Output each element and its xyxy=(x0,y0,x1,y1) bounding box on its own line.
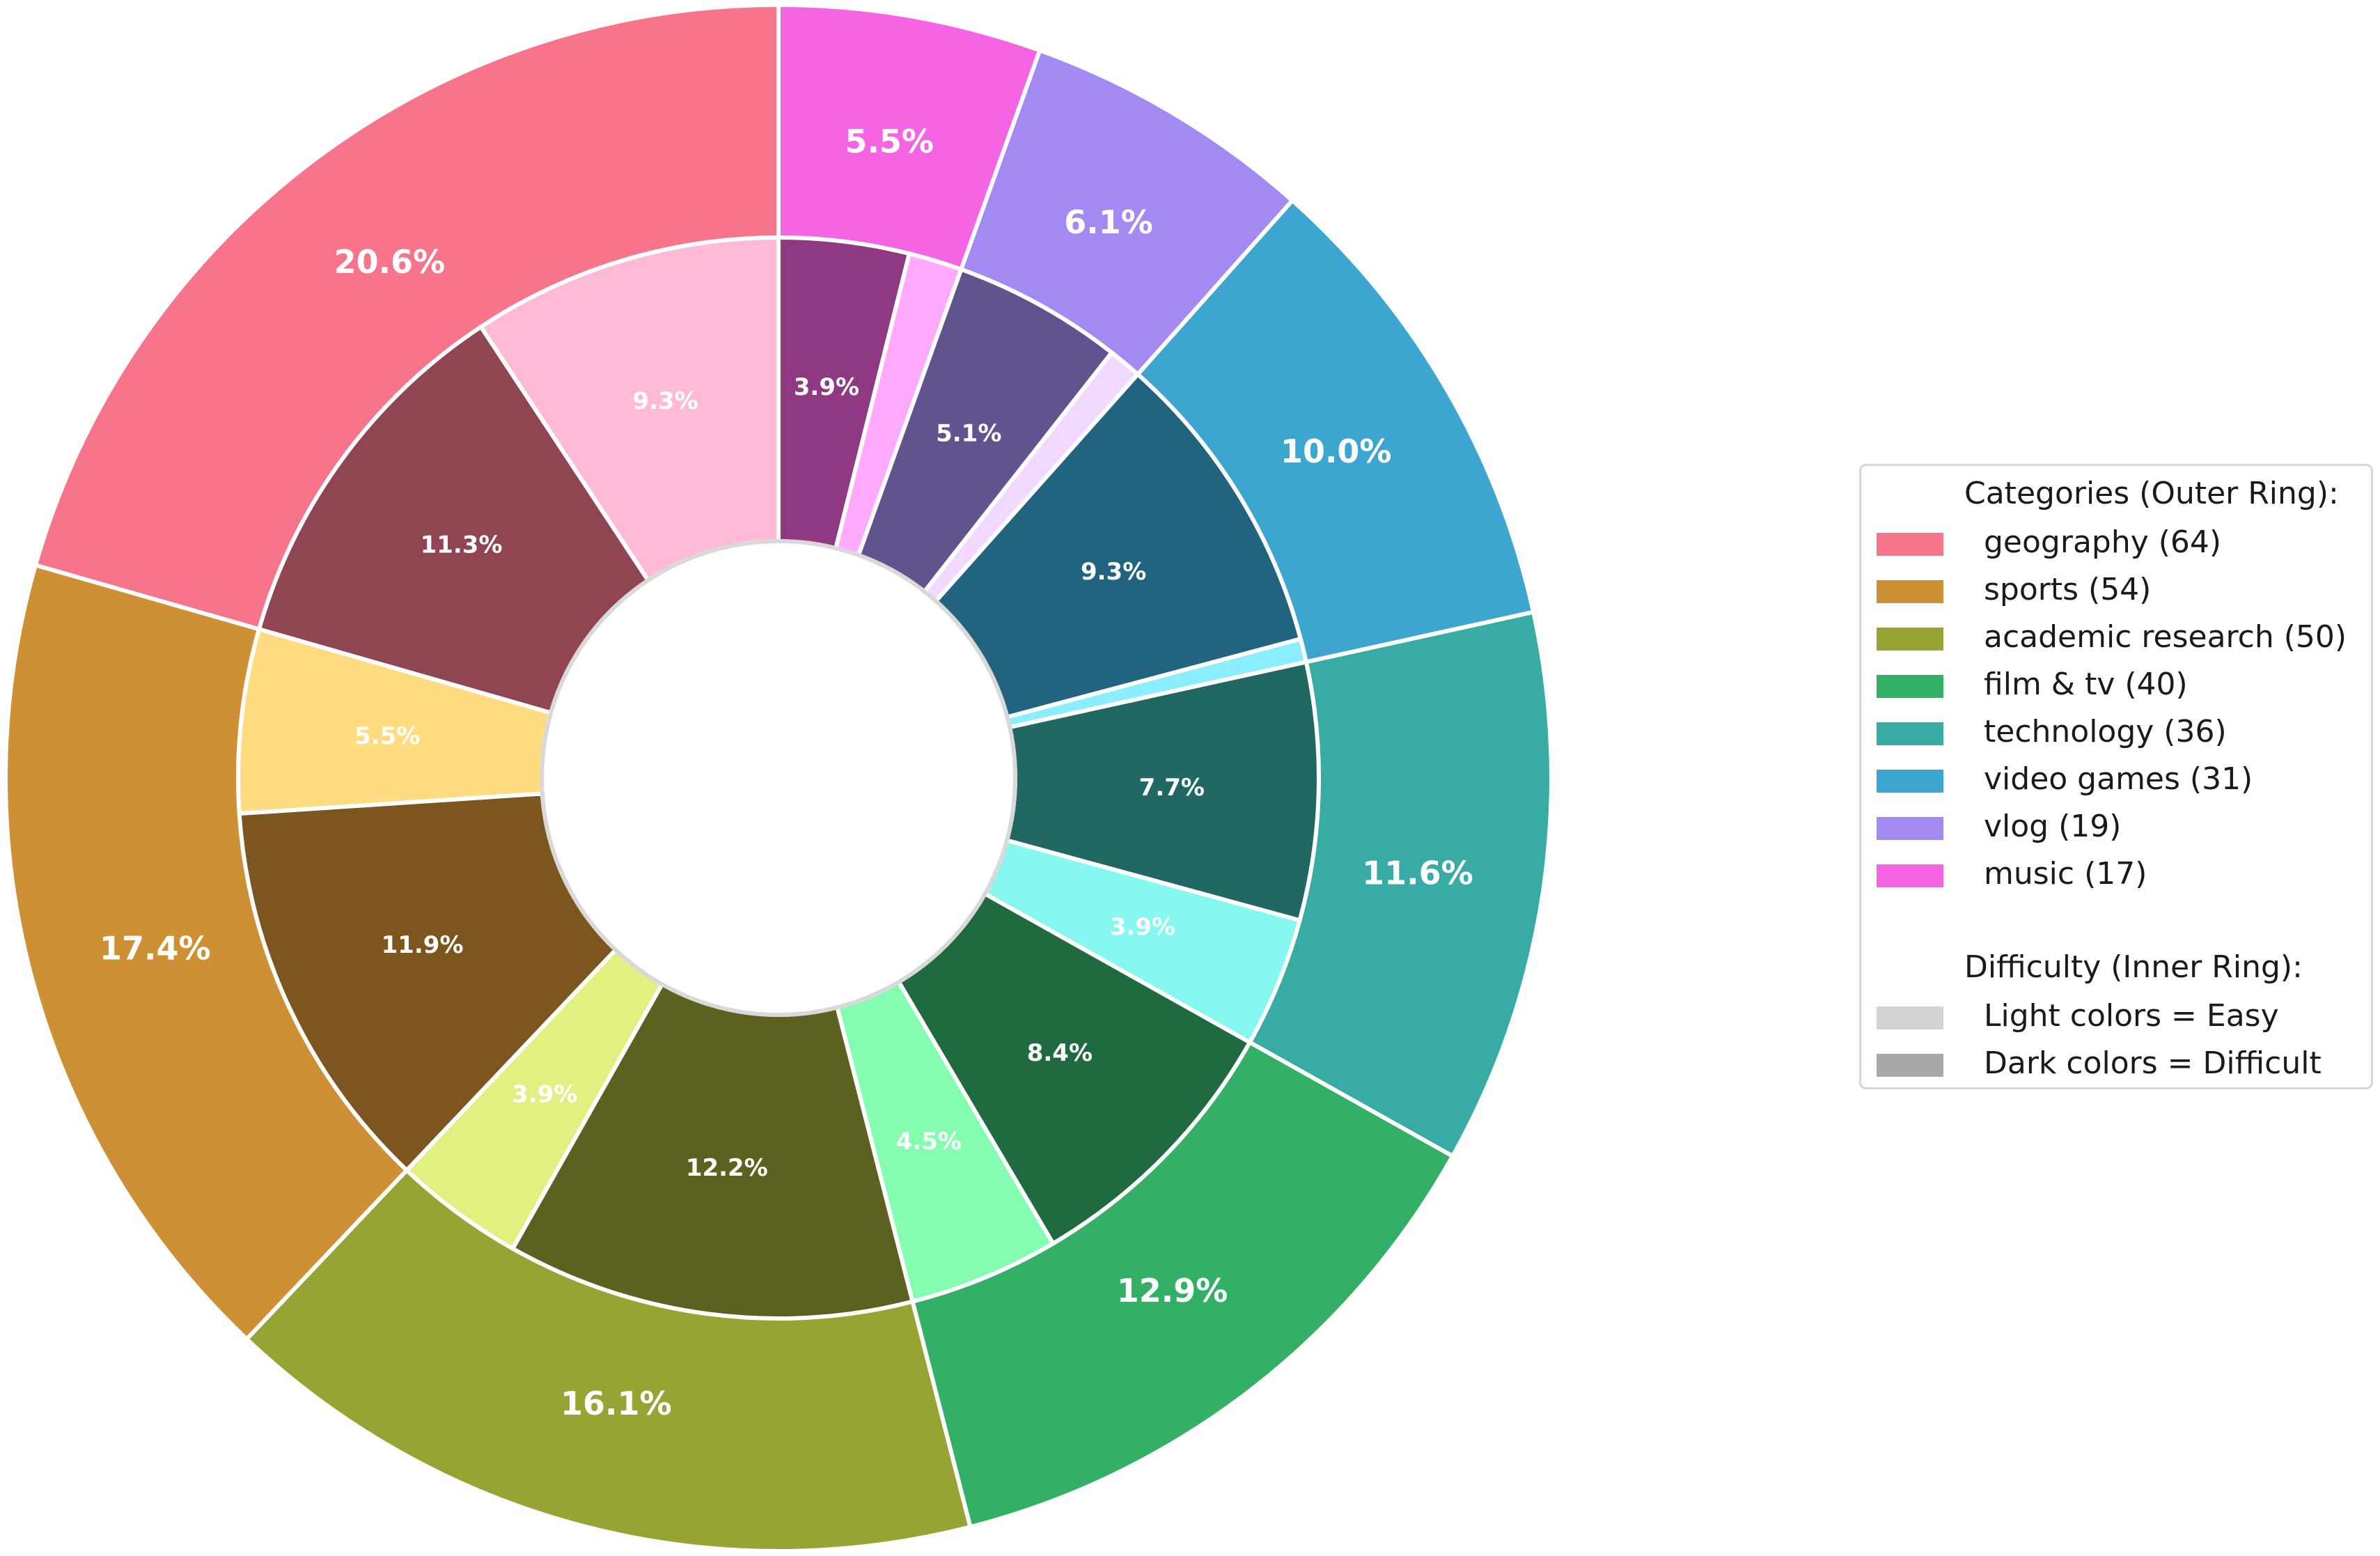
inner-slice-sports-difficult-label: 11.9% xyxy=(382,931,464,959)
legend-category-entry-vlog-19: vlog (19) xyxy=(1861,809,2371,843)
legend-difficulty-entry-dark-colors-difficult: Dark colors = Difficult xyxy=(1861,1045,2371,1080)
center-hole xyxy=(540,539,1017,1017)
legend-swatch xyxy=(1877,770,1943,793)
legend-swatch xyxy=(1877,675,1943,698)
outer-slice-vlog-label: 6.1% xyxy=(1064,203,1153,241)
outer-slice-academic-research-label: 16.1% xyxy=(561,1385,672,1422)
legend-label: geography (64) xyxy=(1984,524,2222,560)
legend-category-entry-music-17: music (17) xyxy=(1861,856,2371,891)
legend-label: film & tv (40) xyxy=(1984,667,2188,702)
legend-category-entry-sports-54: sports (54) xyxy=(1861,572,2371,607)
slice-labels: 5.5% 6.1% 10.0% 11.6% 12.9% 16.1% 17.4% 20.6% 3.… xyxy=(100,123,1473,1422)
outer-slice-video-games-label: 10.0% xyxy=(1281,433,1392,470)
outer-slice-geography-label: 20.6% xyxy=(334,243,446,281)
inner-slice-technology-easy-label: 3.9% xyxy=(1110,913,1175,941)
legend-category-entry-film-tv-40: film & tv (40) xyxy=(1861,667,2371,701)
legend-swatch xyxy=(1877,722,1943,745)
legend-swatch xyxy=(1877,1054,1943,1077)
legend-label: Dark colors = Difficult xyxy=(1984,1045,2322,1081)
inner-slice-video-games-difficult-label: 9.3% xyxy=(1081,558,1146,586)
outer-slice-technology-label: 11.6% xyxy=(1362,854,1473,892)
legend-label: Light colors = Easy xyxy=(1984,998,2279,1034)
legend-swatch xyxy=(1877,817,1943,840)
legend: Categories (Outer Ring): geography (64) s… xyxy=(1859,464,2373,1089)
legend-category-entry-video-games-31: video games (31) xyxy=(1861,761,2371,796)
legend-swatch xyxy=(1877,1006,1943,1029)
inner-slice-geography-difficult-label: 11.3% xyxy=(421,531,503,559)
inner-slice-technology-difficult-label: 7.7% xyxy=(1139,774,1205,802)
outer-slice-film-tv-label: 12.9% xyxy=(1117,1272,1228,1309)
legend-difficulty-entry-light-colors-easy: Light colors = Easy xyxy=(1861,998,2371,1033)
inner-slice-film-tv-easy-label: 4.5% xyxy=(896,1128,962,1156)
legend-swatch xyxy=(1877,864,1943,887)
inner-ring xyxy=(236,235,1321,1321)
inner-slice-academic-research-difficult-label: 12.2% xyxy=(686,1154,768,1182)
legend-label: sports (54) xyxy=(1984,572,2152,607)
inner-slice-vlog-difficult-label: 5.1% xyxy=(936,419,1001,447)
outer-slice-music-label: 5.5% xyxy=(845,123,934,160)
legend-swatch xyxy=(1877,580,1943,603)
legend-swatch xyxy=(1877,628,1943,651)
legend-category-entry-academic-research-50: academic research (50) xyxy=(1861,619,2371,654)
inner-slice-academic-research-easy-label: 3.9% xyxy=(512,1080,577,1108)
legend-label: technology (36) xyxy=(1984,714,2227,749)
legend-swatch xyxy=(1877,533,1943,556)
legend-label: video games (31) xyxy=(1984,761,2253,797)
legend-label: academic research (50) xyxy=(1984,619,2347,655)
legend-difficulty-title: Difficulty (Inner Ring): xyxy=(1964,949,2303,985)
legend-category-entry-technology-36: technology (36) xyxy=(1861,714,2371,749)
legend-category-entry-geography-64: geography (64) xyxy=(1861,524,2371,559)
outer-slice-sports-label: 17.4% xyxy=(100,929,211,967)
inner-slice-sports-easy-label: 5.5% xyxy=(354,722,420,750)
inner-slice-geography-easy-label: 9.3% xyxy=(632,387,698,415)
inner-slice-film-tv-difficult-label: 8.4% xyxy=(1027,1039,1093,1067)
legend-categories-title: Categories (Outer Ring): xyxy=(1964,476,2339,511)
inner-slice-music-difficult-label: 3.9% xyxy=(794,373,859,401)
legend-label: music (17) xyxy=(1984,856,2147,892)
legend-label: vlog (19) xyxy=(1984,809,2122,844)
